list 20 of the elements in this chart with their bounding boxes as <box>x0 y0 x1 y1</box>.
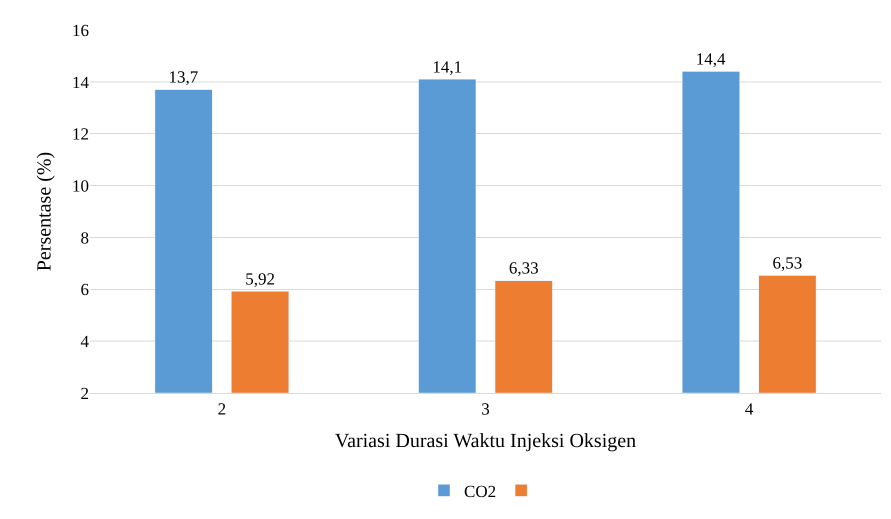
data-label: 6,53 <box>772 254 802 273</box>
legend-label: CO2 <box>464 482 496 502</box>
data-label: 5,92 <box>245 269 275 288</box>
x-tick-label: 3 <box>481 399 490 418</box>
y-tick-label: 16 <box>72 20 89 40</box>
y-tick-label: 6 <box>80 280 89 300</box>
y-tick-label: 10 <box>72 176 89 196</box>
x-axis-title: Variasi Durasi Waktu Injeksi Oksigen <box>334 430 636 452</box>
y-tick-label: 14 <box>72 72 90 92</box>
y-tick-label: 12 <box>72 124 89 144</box>
x-tick-label: 4 <box>744 399 754 418</box>
y-axis-title: Persentase (%) <box>34 152 56 272</box>
data-label: 13,7 <box>168 68 199 87</box>
y-tick-label: 8 <box>80 228 89 248</box>
y-tick-label: 2 <box>80 384 89 403</box>
data-label: 14,4 <box>696 49 726 68</box>
x-tick-label: 2 <box>218 399 226 418</box>
data-label: 6,33 <box>508 258 539 278</box>
y-tick-label: 4 <box>80 332 90 352</box>
data-label: 14,1 <box>432 57 462 76</box>
